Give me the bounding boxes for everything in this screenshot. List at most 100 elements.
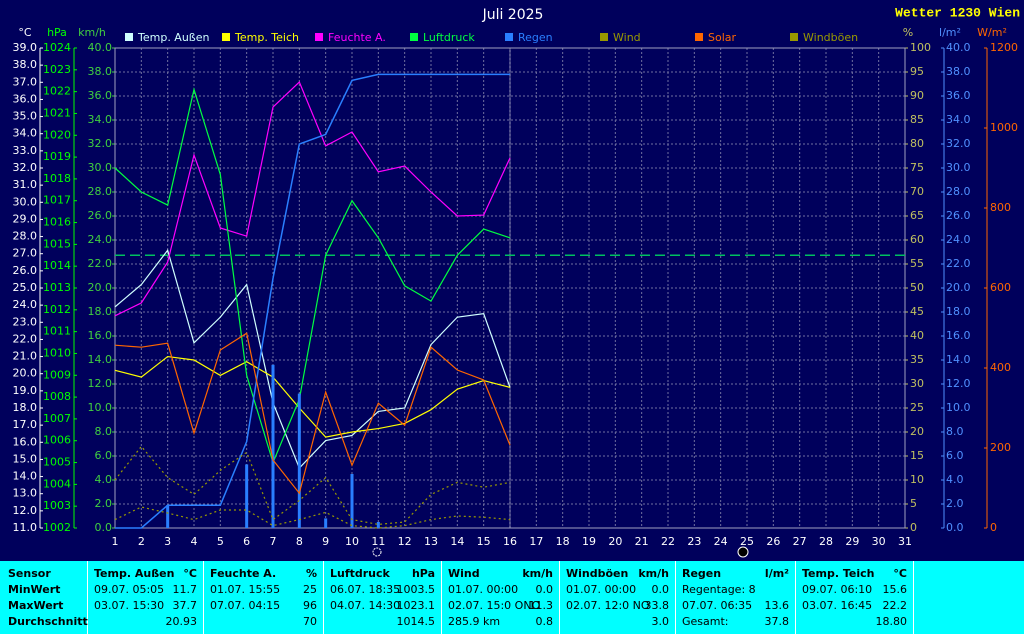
y-tick-label: 20 [910, 425, 924, 438]
x-tick-label: 8 [296, 535, 303, 548]
cell-value: 96 [303, 599, 317, 612]
y-tick-label: 19.0 [13, 384, 38, 397]
x-tick-label: 1 [112, 535, 119, 548]
legend-swatch [600, 33, 608, 41]
moon-phase [372, 546, 749, 558]
column-header: Regen [682, 567, 722, 580]
y-tick-label: 24.0 [13, 298, 38, 311]
y-tick-label: 39.0 [13, 41, 38, 54]
cell-text: 01.07. 15:55 [210, 583, 281, 596]
series [115, 73, 510, 529]
y-tick-label: 18.0 [13, 401, 38, 414]
legend-swatch [315, 33, 323, 41]
y-tick-label: 27.0 [13, 247, 38, 260]
y-tick-label: 4.0 [946, 473, 964, 486]
cell-value: 3.0 [651, 615, 670, 628]
y-tick-label: 32.0 [13, 161, 38, 174]
column-unit: °C [183, 567, 197, 580]
series-line [114, 506, 511, 529]
y-tick-label: 38.0 [88, 65, 113, 78]
plot-frame [114, 47, 906, 529]
y-tick-label: 26.0 [946, 209, 971, 222]
y-tick-label: 1014 [43, 259, 71, 272]
table-column: Luftdruck hPa 06.07. 18:35 1003.5 04.07. 14:… [324, 561, 442, 634]
cell-text: 01.07. 00:00 [566, 583, 637, 596]
x-tick-label: 10 [345, 535, 359, 548]
y-tick-label: 1024 [43, 41, 71, 54]
y-tick-label: 1015 [43, 237, 71, 250]
y-tick-label: 1017 [43, 194, 71, 207]
series-line [114, 355, 511, 438]
y-tick-label: 34.0 [946, 113, 971, 126]
y-tick-label: 16.0 [946, 329, 971, 342]
x-tick-label: 14 [450, 535, 464, 548]
background [0, 0, 1024, 561]
legend-label: Temp. Teich [234, 31, 299, 44]
x-tick-label: 21 [635, 535, 649, 548]
y-tick-label: 1004 [43, 477, 71, 490]
y-tick-label: 25.0 [13, 281, 38, 294]
row-label: MaxWert [8, 599, 64, 612]
y-tick-label: 1021 [43, 106, 71, 119]
y-tick-label: 1012 [43, 303, 71, 316]
y-tick-label: 23.0 [13, 315, 38, 328]
y-tick-label: 1019 [43, 150, 71, 163]
cell-value: 11.7 [172, 583, 198, 596]
series-line [114, 248, 511, 470]
y-tick-label: 21.0 [13, 350, 38, 363]
series [114, 355, 511, 438]
legend-label: Wind [613, 31, 641, 44]
legend-swatch [695, 33, 703, 41]
y-tick-label: 1016 [43, 216, 71, 229]
rain-bar [245, 464, 249, 528]
table-column: Temp. Teich °C 09.07. 06:10 15.6 03.07. 16:4… [796, 561, 914, 634]
cell-value: 13.6 [764, 599, 790, 612]
y-tick-label: 100 [910, 41, 931, 54]
x-tick-label: 12 [398, 535, 412, 548]
series [114, 81, 511, 317]
x-tick-label: 27 [793, 535, 807, 548]
column-header: Feuchte A. [210, 567, 277, 580]
y-tick-label: 37.0 [13, 75, 38, 88]
legend-label: Feuchte A. [328, 31, 386, 44]
chart: Juli 2025 Wetter 1230 Wien °C11.012.013.… [0, 0, 1024, 561]
series-line [115, 73, 510, 529]
rain-bar [297, 393, 301, 528]
y-tick-label: 1013 [43, 281, 71, 294]
y-tick-label: 40.0 [88, 41, 113, 54]
y-tick-label: 1003 [43, 499, 71, 512]
y-tick-label: 1002 [43, 521, 71, 534]
y-tick-label: 38.0 [946, 65, 971, 78]
x-tick-label: 25 [740, 535, 754, 548]
cell-text: 02.07. 12:0 NO [566, 599, 650, 612]
cell-text: 03.07. 15:30 [94, 599, 165, 612]
cell-value: 1023.1 [396, 599, 436, 612]
y-tick-label: 200 [990, 441, 1011, 454]
y-tick-label: 75 [910, 161, 924, 174]
y-tick-label: 2.0 [946, 497, 964, 510]
x-tick-label: 13 [424, 535, 438, 548]
y-tick-label: 34.0 [13, 127, 38, 140]
y-tick-label: 40 [910, 329, 924, 342]
y-tick-label: 16.0 [88, 329, 113, 342]
y-tick-label: 30.0 [13, 195, 38, 208]
table-column: Regen l/m² Regentage: 8 07.07. 06:35 13.6 Ges… [676, 561, 796, 634]
axis-unit: hPa [47, 26, 67, 39]
table-column: Wind km/h 01.07. 00:00 0.0 02.07. 15:0 ONO 11… [442, 561, 560, 634]
y-tick-label: 10.0 [88, 401, 113, 414]
legend-swatch [790, 33, 798, 41]
y-tick-label: 85 [910, 113, 924, 126]
y-tick-label: 32.0 [946, 137, 971, 150]
y-tick-label: 36.0 [13, 92, 38, 105]
cell-value: 18.80 [875, 615, 908, 628]
cell-text: Gesamt: [682, 615, 729, 628]
y-tick-label: 5 [910, 497, 917, 510]
y-tick-label: 22.0 [88, 257, 113, 270]
y-tick-label: 1023 [43, 63, 71, 76]
y-tick-label: 0.0 [946, 521, 964, 534]
column-header: Temp. Außen [94, 567, 175, 580]
y-tick-label: 22.0 [946, 257, 971, 270]
y-tick-label: 1005 [43, 456, 71, 469]
y-tick-label: 1006 [43, 434, 71, 447]
x-tick-label: 29 [845, 535, 859, 548]
